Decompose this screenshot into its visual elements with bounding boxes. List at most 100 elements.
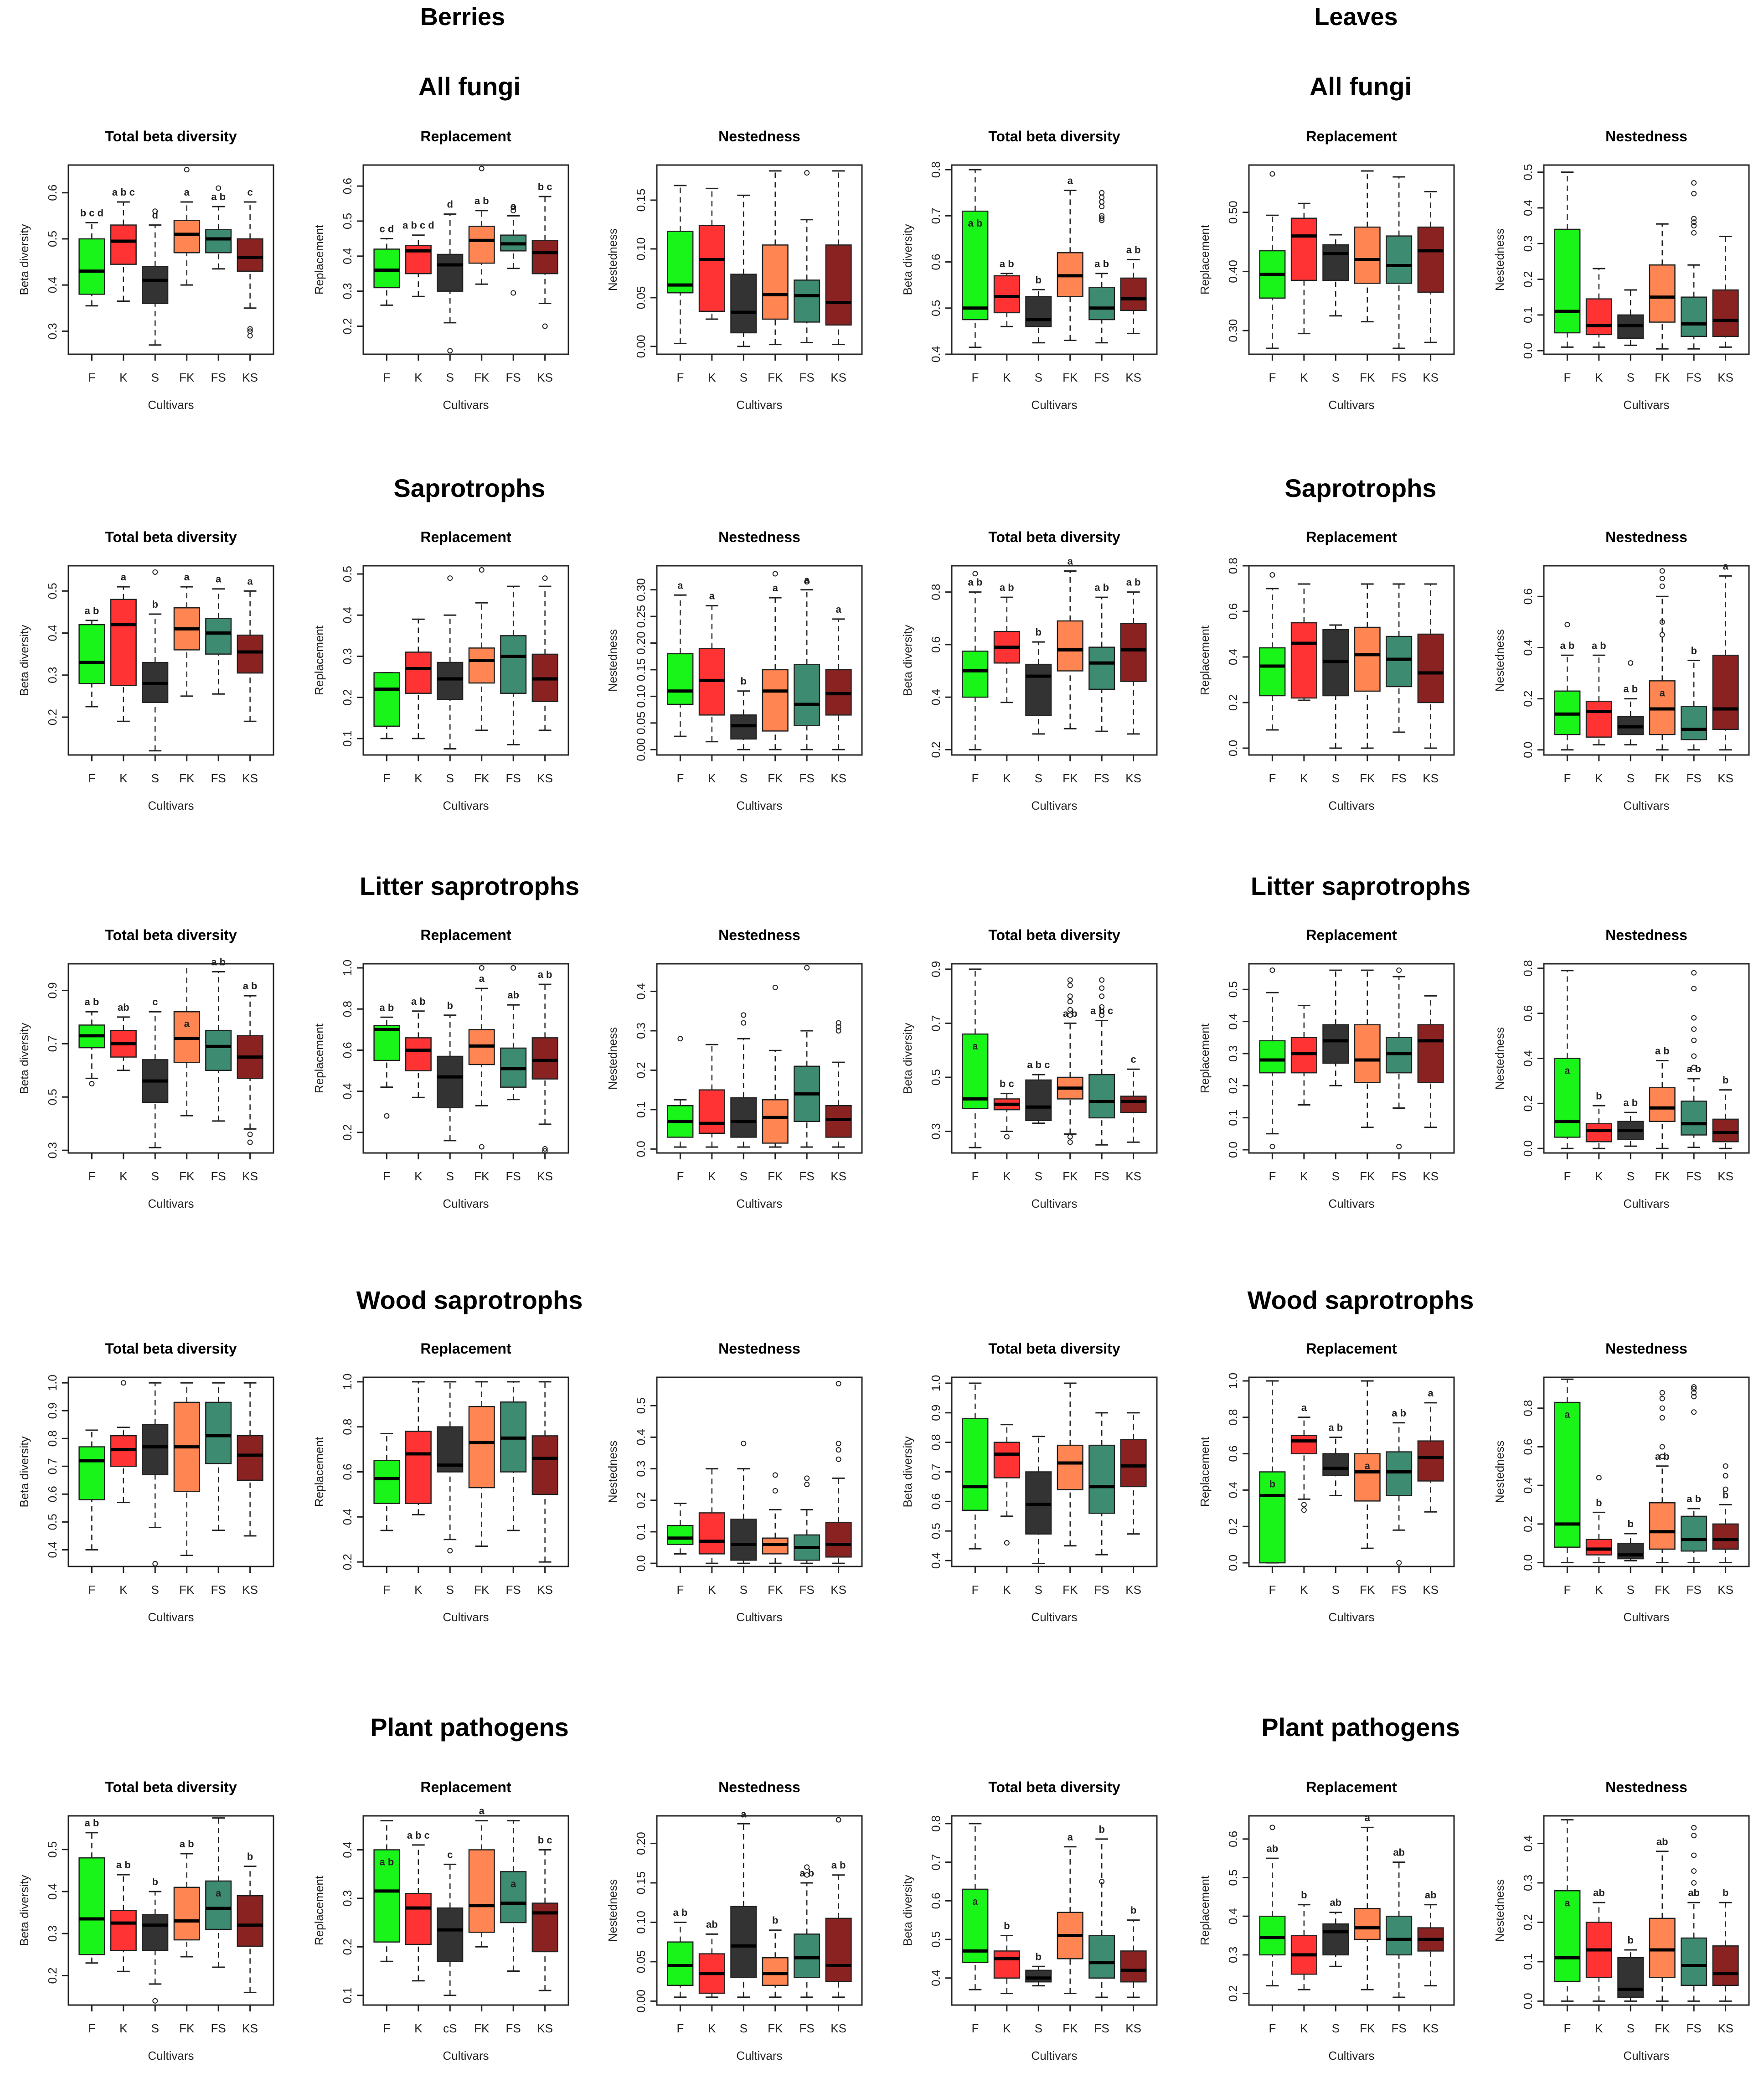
iqr-box — [730, 1519, 757, 1561]
y-tick-label: 0.2 — [1226, 694, 1240, 711]
iqr-box — [1322, 1024, 1349, 1064]
y-tick-label: 0.0 — [1521, 342, 1535, 359]
row-title-berries: Saprotrophs — [394, 474, 546, 502]
outlier-point — [1691, 1386, 1697, 1392]
significance-letter: b — [1004, 1920, 1010, 1932]
panel-title: Replacement — [420, 128, 511, 145]
significance-letter: ab — [1593, 1887, 1605, 1898]
x-tick-label: FK — [179, 771, 195, 785]
x-tick-label: S — [446, 1583, 454, 1597]
significance-letter: a — [184, 186, 190, 198]
significance-letter: c — [447, 1849, 453, 1860]
x-tick-label: KS — [1423, 1169, 1439, 1183]
significance-letter: ab — [706, 1918, 718, 1930]
y-tick-label: 0.9 — [929, 1405, 943, 1421]
box-S: b — [1025, 1951, 1052, 1987]
plot-frame — [1543, 565, 1750, 756]
y-tick-label: 0.6 — [340, 178, 354, 194]
x-tick-label: K — [414, 371, 423, 384]
x-tick-label: F — [1269, 2021, 1276, 2035]
iqr-box — [1649, 1502, 1676, 1550]
iqr-box — [667, 231, 694, 294]
x-tick-label: FK — [1360, 771, 1375, 785]
iqr-box — [205, 1029, 232, 1071]
x-tick-label: FK — [179, 2021, 195, 2035]
x-tick-label: FS — [1392, 2021, 1407, 2035]
x-tick-label: F — [676, 371, 684, 384]
box-K: b — [1585, 1090, 1612, 1149]
x-tick-label: FS — [1094, 371, 1109, 384]
x-tick-label: K — [414, 2021, 423, 2035]
box-K — [405, 618, 432, 739]
box-S: b — [1617, 1518, 1644, 1561]
box-K: a b — [993, 582, 1020, 703]
significance-letter: b — [1301, 1889, 1307, 1901]
significance-letter: a b — [1126, 244, 1141, 256]
plot-frame — [362, 164, 569, 355]
box-S: a b — [1617, 1097, 1644, 1147]
y-tick-label: 0.5 — [929, 1523, 943, 1539]
x-tick-label: FK — [1360, 2021, 1375, 2035]
box-FK: a — [1057, 175, 1083, 341]
iqr-box — [468, 1849, 495, 1933]
x-tick-label: FK — [1063, 1169, 1078, 1183]
box-FK: a — [468, 965, 495, 1150]
iqr-box — [825, 1521, 852, 1558]
y-tick-label: 0.8 — [340, 1001, 354, 1017]
outlier-point — [247, 333, 253, 339]
x-tick-label: KS — [242, 2021, 258, 2035]
y-axis-label: Beta diversity — [17, 1023, 31, 1094]
iqr-box — [762, 244, 789, 320]
box-S: b — [730, 676, 757, 750]
significance-letter: b — [741, 676, 747, 687]
iqr-box — [78, 238, 105, 295]
y-tick-label: 0.7 — [929, 1463, 943, 1480]
iqr-box — [110, 1910, 137, 1951]
significance-letter: c — [1130, 1054, 1136, 1065]
box-KS: a b — [825, 1817, 852, 1998]
y-tick-label: 0.2 — [1226, 1985, 1240, 2002]
outlier-point — [542, 1146, 548, 1152]
iqr-box — [1322, 244, 1349, 281]
significance-letter: a b — [1655, 1451, 1670, 1462]
y-tick-label: 0.2 — [340, 318, 354, 334]
y-tick-label: 0.4 — [929, 1970, 943, 1986]
iqr-box — [962, 1033, 989, 1109]
x-tick-label: F — [88, 2021, 95, 2035]
box-KS — [237, 1382, 263, 1537]
x-axis-label: Cultivars — [736, 1610, 782, 1624]
outlier-point — [1659, 1415, 1665, 1421]
box-F: a b — [78, 605, 105, 708]
outlier-point — [542, 575, 548, 581]
box-FS: a b — [1681, 1384, 1707, 1564]
significance-letter: a b — [1560, 640, 1574, 651]
box-FK — [468, 1381, 495, 1547]
x-tick-label: K — [708, 1583, 716, 1597]
significance-letter: a — [1564, 1897, 1570, 1908]
outlier-point — [804, 1872, 810, 1878]
iqr-box — [1712, 1118, 1739, 1142]
significance-letter: a — [1365, 1812, 1371, 1823]
iqr-box — [1259, 1915, 1286, 1956]
box-K: b — [1290, 1889, 1317, 1990]
box-K — [698, 187, 725, 320]
x-tick-label: F — [676, 1583, 684, 1597]
x-axis-label: Cultivars — [148, 1610, 194, 1624]
x-tick-label: KS — [1423, 1583, 1439, 1597]
x-tick-label: S — [1332, 771, 1340, 785]
significance-letter: a b c — [112, 186, 135, 198]
significance-letter: b — [152, 599, 158, 610]
y-tick-label: 0.4 — [634, 1429, 648, 1445]
x-tick-label: F — [383, 371, 390, 384]
box-KS: a — [825, 604, 852, 750]
outlier-point — [1659, 619, 1665, 625]
x-tick-label: FK — [179, 371, 195, 384]
iqr-box — [1120, 1438, 1147, 1488]
x-tick-label: S — [740, 2021, 748, 2035]
x-tick-label: K — [1003, 771, 1011, 785]
plot-frame — [951, 1815, 1158, 2006]
iqr-box — [237, 1895, 263, 1947]
box-S — [142, 1382, 169, 1566]
